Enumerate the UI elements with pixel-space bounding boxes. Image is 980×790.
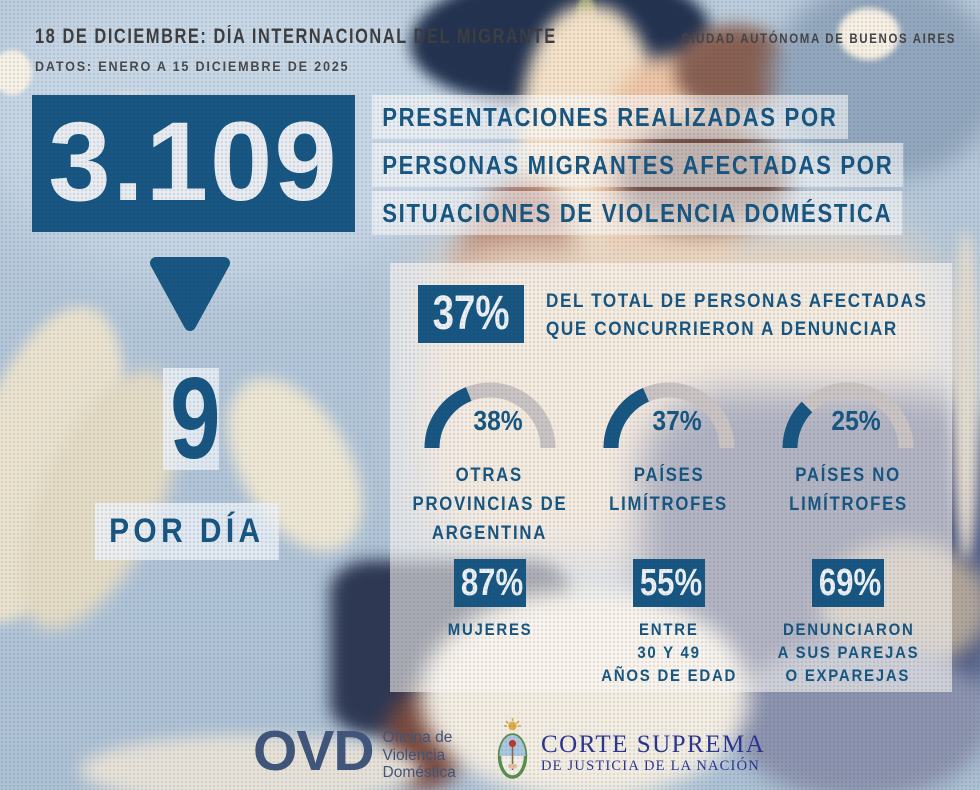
corte-suprema-text: CORTE SUPREMA DE JUSTICIA DE LA NACIÓN [541, 731, 766, 775]
stat-label: MUJERES [447, 620, 532, 639]
gauge-arc [599, 375, 739, 458]
headline-line: PRESENTACIONES REALIZADAS POR [372, 95, 848, 139]
argentina-coat-of-arms-icon [494, 718, 531, 789]
gauge-value: 37% [652, 405, 702, 436]
highlight-row: 37% DEL TOTAL DE PERSONAS AFECTADAS QUE … [418, 285, 970, 344]
gauge-value: 25% [831, 405, 881, 436]
gauge-label: OTRAS PROVINCIAS DE ARGENTINA [412, 465, 568, 544]
gauge-label: PAÍSES NO LIMÍTROFES [788, 465, 908, 515]
highlight-value-badge: 37% [418, 285, 524, 343]
gauge-arc [778, 375, 918, 458]
headline-line: PERSONAS MIGRANTES AFECTADAS POR [372, 143, 904, 187]
gauge-value: 38% [472, 405, 523, 436]
paint-stroke [0, 50, 32, 95]
stat-row: 87% MUJERES 55% ENTRE 30 Y 49 AÑOS DE ED… [400, 559, 938, 687]
stat-edad: 55% ENTRE 30 Y 49 AÑOS DE EDAD [579, 559, 758, 687]
gauge-arc [420, 375, 560, 458]
paint-stroke [952, 230, 980, 560]
gauge-otras-provincias: 38% OTRAS PROVINCIAS DE ARGENTINA [400, 375, 579, 548]
gauge-label: PAÍSES LIMÍTROFES [609, 465, 729, 515]
stat-label: ENTRE 30 Y 49 AÑOS DE EDAD [601, 620, 737, 685]
arrow-down-icon [148, 256, 232, 337]
highlight-caption: DEL TOTAL DE PERSONAS AFECTADAS QUE CONC… [546, 291, 928, 340]
ovd-logo: OVD Oficina de Violencia Doméstica [253, 719, 456, 783]
total-presentations-value: 3.109 [32, 95, 355, 232]
stat-value-badge: 69% [812, 559, 885, 607]
corte-suprema-logo: CORTE SUPREMA DE JUSTICIA DE LA NACIÓN [494, 718, 765, 789]
stat-label: DENUNCIARON A SUS PAREJAS O EXPAREJAS [777, 620, 920, 685]
gauge-row: 38% OTRAS PROVINCIAS DE ARGENTINA 37% PA… [400, 375, 938, 548]
gauge-paises-limitrofes: 37% PAÍSES LIMÍTROFES [579, 375, 758, 548]
paint-stroke [80, 735, 420, 790]
per-day-value: 9 [163, 360, 220, 476]
headline-line: SITUACIONES DE VIOLENCIA DOMÉSTICA [372, 191, 903, 235]
per-day-label: POR DÍA [95, 503, 279, 560]
stats-panel: 37% DEL TOTAL DE PERSONAS AFECTADAS QUE … [390, 263, 952, 692]
page-title: 18 DE DICIEMBRE: DÍA INTERNACIONAL DEL M… [35, 25, 557, 48]
ovd-name: Oficina de Violencia Doméstica [382, 729, 456, 781]
headline: PRESENTACIONES REALIZADAS POR PERSONAS M… [372, 95, 980, 239]
date-range-label: DATOS: ENERO A 15 DICIEMBRE DE 2025 [35, 58, 350, 74]
stat-parejas: 69% DENUNCIARON A SUS PAREJAS O EXPAREJA… [759, 559, 938, 687]
ovd-acronym: OVD [253, 719, 375, 783]
city-label: CIUDAD AUTÓNOMA DE BUENOS AIRES [681, 30, 956, 46]
paint-stroke [838, 8, 900, 60]
stat-value-badge: 55% [632, 559, 705, 607]
stat-mujeres: 87% MUJERES [400, 559, 579, 687]
stat-value-badge: 87% [453, 559, 526, 607]
gauge-paises-no-limitrofes: 25% PAÍSES NO LIMÍTROFES [759, 375, 938, 548]
